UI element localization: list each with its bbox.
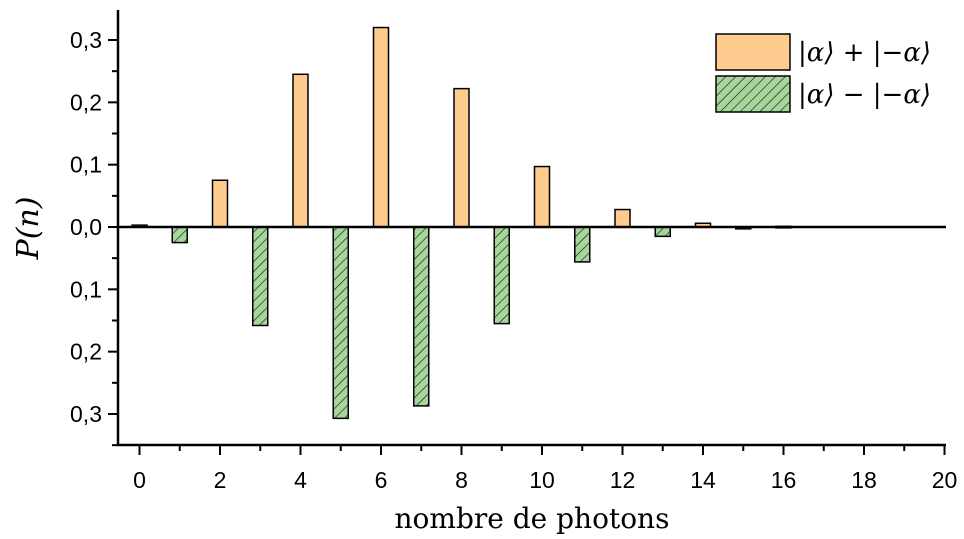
bar-series1-n2 xyxy=(211,179,229,228)
bar-series2-n7 xyxy=(413,226,430,407)
x-tick-label: 2 xyxy=(214,467,227,493)
y-tick-label: 0,0 xyxy=(70,214,102,240)
legend: |α⟩ + |−α⟩ |α⟩ − |−α⟩ xyxy=(715,33,931,113)
y-tick-label: 0,2 xyxy=(70,89,102,115)
bars-layer xyxy=(131,26,792,420)
x-tick-label: 8 xyxy=(455,467,468,493)
y-tick-label: 0,3 xyxy=(70,27,102,53)
legend-label-series1: |α⟩ + |−α⟩ xyxy=(798,38,931,68)
x-tick-label: 0 xyxy=(133,467,146,493)
x-tick-label: 14 xyxy=(690,467,716,493)
axes-layer: 0,3 0,2 0,1 0,0 0,1 0,2 0,3 0 2 4 6 8 10 12 14 16 18 20 xyxy=(70,10,957,493)
x-tick-label: 20 xyxy=(932,467,958,493)
y-tick-label: 0,1 xyxy=(70,152,102,178)
bar-series1-n6 xyxy=(372,26,390,228)
legend-label-series2: |α⟩ − |−α⟩ xyxy=(798,80,931,110)
x-tick-label: 18 xyxy=(851,467,877,493)
bar-series1-n10 xyxy=(533,165,551,228)
bar-series2-n13 xyxy=(654,226,671,238)
y-tick-label: 0,3 xyxy=(70,401,102,427)
x-axis-title: nombre de photons xyxy=(395,502,670,535)
x-tick-label: 12 xyxy=(610,467,636,493)
bar-series2-n5 xyxy=(332,226,349,420)
bar-series1-n4 xyxy=(292,73,309,228)
bar-series2-n9 xyxy=(493,226,510,325)
bar-series2-n1 xyxy=(171,226,188,244)
bar-series2-n3 xyxy=(252,226,269,327)
legend-swatch-series1 xyxy=(715,33,791,71)
x-tick-label: 4 xyxy=(294,467,307,493)
legend-swatch-series2 xyxy=(715,75,791,113)
bar-series2-n11 xyxy=(574,226,591,263)
bar-series1-n8 xyxy=(453,87,470,228)
y-tick-label: 0,2 xyxy=(70,339,102,365)
y-tick-label: 0,1 xyxy=(70,276,102,302)
y-axis-title: P(n) xyxy=(11,197,46,261)
x-tick-label: 16 xyxy=(771,467,797,493)
x-tick-label: 10 xyxy=(529,467,555,493)
x-tick-label: 6 xyxy=(375,467,388,493)
bar-series1-n12 xyxy=(614,208,631,228)
